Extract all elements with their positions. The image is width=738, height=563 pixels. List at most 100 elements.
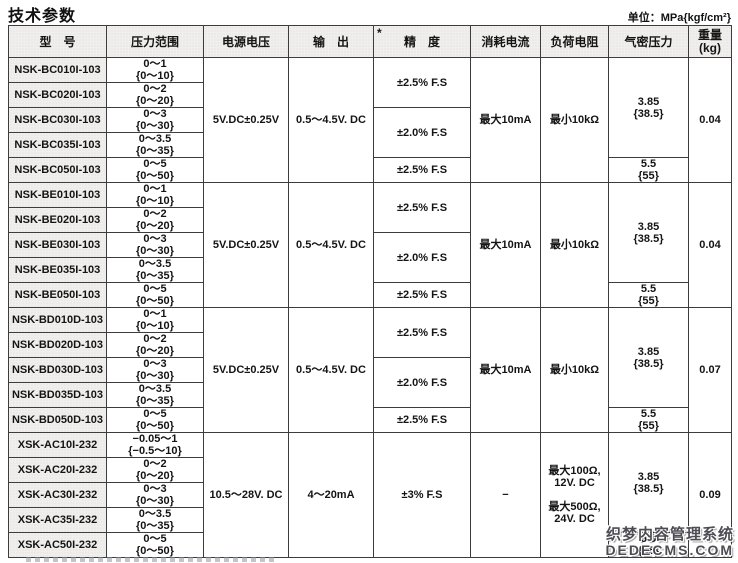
pressure-range-cell: 0～3 {0～30} (106, 107, 204, 133)
current-consumption-cell: − (470, 432, 541, 558)
table-row: NSK-BD050D-103 0～5 {0～50} ±2.5% F.S 5.5 {55} (8, 407, 732, 433)
accuracy-cell: ±2.5% F.S (373, 282, 471, 308)
model-cell: XSK-AC30I-232 (8, 482, 107, 508)
output-cell: 0.5～4.5V. DC (288, 182, 374, 308)
table-row: XSK-AC30I-232 0～3 {0～30} (8, 482, 732, 508)
table-row: NSK-BC020I-103 0～2 {0～20} (8, 82, 732, 108)
model-cell: XSK-AC20I-232 (8, 457, 107, 483)
accuracy-cell: ±2.5% F.S (373, 157, 471, 183)
load-resistance-cell: 最小10kΩ (540, 57, 609, 183)
model-cell: NSK-BD035D-103 (8, 382, 107, 408)
output-cell: 4～20mA (288, 432, 374, 558)
pressure-range-cell: 0～3.5 {0～35} (106, 257, 204, 283)
load-resistance-cell: 最小10kΩ (540, 182, 609, 308)
pressure-range-cell: 0～2 {0～20} (106, 457, 204, 483)
weight-cell: 0.09 (688, 432, 732, 558)
model-cell: XSK-AC35I-232 (8, 507, 107, 533)
table-header-row: 型 号 压力范围 电源电压 输 出 * 精 度 消耗电流 负荷电阻 气密压力 重… (8, 25, 732, 58)
pressure-range-cell: 0～3.5 {0～35} (106, 382, 204, 408)
airtight-pressure-cell: 5.5 {55} (608, 532, 689, 558)
accuracy-asterisk: * (377, 26, 382, 40)
model-cell: NSK-BC050I-103 (8, 157, 107, 183)
header-current-consumption: 消耗电流 (470, 25, 541, 58)
table-row: NSK-BD010D-103 0～1 {0～10} 5V.DC±0.25V 0.5～4.… (8, 307, 732, 433)
spec-table: 型 号 压力范围 电源电压 输 出 * 精 度 消耗电流 负荷电阻 气密压力 重… (8, 25, 732, 558)
model-cell: NSK-BE030I-103 (8, 232, 107, 258)
current-consumption-cell: 最大10mA (470, 307, 541, 433)
table-row: NSK-BE030I-103 0～3 {0～30} ±2.0% F.S (8, 232, 732, 283)
model-cell: NSK-BC010I-103 (8, 57, 107, 83)
table-row: XSK-AC35I-232 0～3.5 {0～35} (8, 507, 732, 533)
table-row: NSK-BE010I-103 0～1 {0～10} 5V.DC±0.25V 0.5～4.… (8, 182, 732, 308)
pressure-range-cell: 0～1 {0～10} (106, 57, 204, 83)
pressure-range-cell: 0～5 {0～50} (106, 532, 204, 558)
pressure-range-cell: 0～5 {0～50} (106, 282, 204, 308)
header-load-resistance: 负荷电阻 (540, 25, 609, 58)
output-cell: 0.5～4.5V. DC (288, 57, 374, 183)
model-cell: XSK-AC50I-232 (8, 532, 107, 558)
accuracy-cell: ±2.5% F.S (373, 407, 471, 433)
model-cell: NSK-BE050I-103 (8, 282, 107, 308)
pressure-range-cell: 0～2 {0～20} (106, 82, 204, 108)
model-cell: NSK-BD010D-103 (8, 307, 107, 333)
table-row: XSK-AC10I-232 −0.05～1 {−0.5～10} 10.5～28V. D… (8, 432, 732, 558)
weight-cell: 0.04 (688, 57, 732, 183)
table-row: NSK-BE050I-103 0～5 {0～50} ±2.5% F.S 5.5 {55} (8, 282, 732, 308)
accuracy-cell: ±2.0% F.S (373, 357, 471, 408)
cropped-footnote-text (26, 557, 276, 562)
load-resistance-cell: 最大100Ω, 12V. DC 最大500Ω, 24V. DC (540, 432, 609, 558)
model-cell: NSK-BC020I-103 (8, 82, 107, 108)
current-consumption-cell: 最大10mA (470, 182, 541, 308)
pressure-range-cell: 0～3.5 {0～35} (106, 507, 204, 533)
model-cell: NSK-BE020I-103 (8, 207, 107, 233)
model-cell: NSK-BC030I-103 (8, 107, 107, 133)
model-cell: NSK-BD030D-103 (8, 357, 107, 383)
pressure-range-cell: 0～3 {0～30} (106, 357, 204, 383)
header-accuracy-label: 精 度 (403, 34, 440, 49)
pressure-range-cell: 0～2 {0～20} (106, 207, 204, 233)
supply-voltage-cell: 5V.DC±0.25V (203, 182, 289, 308)
header-weight-line2: (kg) (699, 40, 721, 55)
airtight-pressure-cell: 5.5 {55} (608, 282, 689, 308)
accuracy-cell: ±2.5% F.S (373, 57, 471, 108)
pressure-range-cell: 0～3.5 {0～35} (106, 132, 204, 158)
weight-cell: 0.07 (688, 307, 732, 433)
unit-note: 单位：MPa{kgf/cm²} (627, 12, 731, 24)
accuracy-cell: ±2.5% F.S (373, 182, 471, 233)
pressure-range-cell: −0.05～1 {−0.5～10} (106, 432, 204, 458)
airtight-pressure-cell: 5.5 {55} (608, 407, 689, 433)
supply-voltage-cell: 5V.DC±0.25V (203, 57, 289, 183)
model-cell: XSK-AC10I-232 (8, 432, 107, 458)
table-row: NSK-BD020D-103 0～2 {0～20} (8, 332, 732, 358)
pressure-range-cell: 0～2 {0～20} (106, 332, 204, 358)
header-weight-line1: 重量 (697, 27, 722, 42)
airtight-pressure-cell: 3.85 {38.5} (608, 432, 689, 533)
model-cell: NSK-BD020D-103 (8, 332, 107, 358)
table-row: NSK-BC050I-103 0～5 {0～50} ±2.5% F.S 5.5 {55} (8, 157, 732, 183)
airtight-pressure-cell: 5.5 {55} (608, 157, 689, 183)
table-row: NSK-BE020I-103 0～2 {0～20} (8, 207, 732, 233)
pressure-range-cell: 0～1 {0～10} (106, 182, 204, 208)
table-row: NSK-BC010I-103 0～1 {0～10} 5V.DC±0.25V 0.5～4.… (8, 57, 732, 183)
airtight-pressure-cell: 3.85 {38.5} (608, 307, 689, 408)
header-output: 输 出 (288, 25, 374, 58)
table-row: XSK-AC50I-232 0～5 {0～50} 5.5 {55} (8, 532, 732, 558)
pressure-range-cell: 0～3 {0～30} (106, 232, 204, 258)
airtight-pressure-cell: 3.85 {38.5} (608, 182, 689, 283)
weight-cell: 0.04 (688, 182, 732, 308)
supply-voltage-cell: 5V.DC±0.25V (203, 307, 289, 433)
accuracy-cell: ±3% F.S (373, 432, 471, 558)
pressure-range-cell: 0～5 {0～50} (106, 407, 204, 433)
spec-table-body: NSK-BC010I-103 0～1 {0～10} 5V.DC±0.25V 0.5～4.… (8, 57, 732, 558)
accuracy-cell: ±2.5% F.S (373, 307, 471, 358)
pressure-range-cell: 0～1 {0～10} (106, 307, 204, 333)
page-title: 技术参数 (8, 8, 77, 25)
accuracy-cell: ±2.0% F.S (373, 232, 471, 283)
header-airtight-pressure: 气密压力 (608, 25, 689, 58)
header-pressure-range: 压力范围 (106, 25, 204, 58)
table-row: NSK-BC030I-103 0～3 {0～30} ±2.0% F.S (8, 107, 732, 158)
pressure-range-cell: 0～3 {0～30} (106, 482, 204, 508)
model-cell: NSK-BE010I-103 (8, 182, 107, 208)
accuracy-cell: ±2.0% F.S (373, 107, 471, 158)
supply-voltage-cell: 10.5～28V. DC (203, 432, 289, 558)
